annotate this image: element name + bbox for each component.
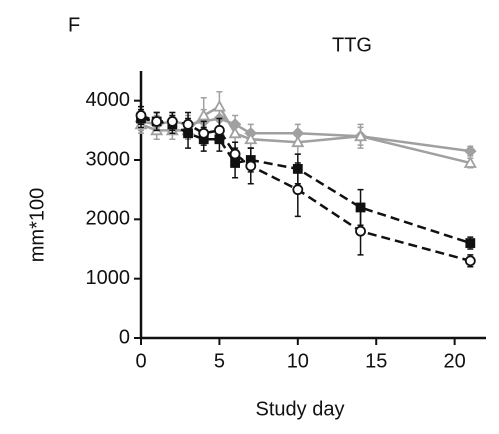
- y-tick-label: 3000: [86, 148, 131, 170]
- marker: [197, 108, 211, 121]
- y-tick-label: 4000: [86, 89, 131, 111]
- marker: [354, 129, 368, 142]
- y-tick-label: 2000: [86, 208, 131, 230]
- marker: [465, 238, 476, 248]
- x-axis-label: Study day: [256, 398, 345, 420]
- y-tick-label: 0: [119, 326, 130, 348]
- marker: [245, 160, 257, 172]
- marker: [292, 184, 304, 196]
- marker: [166, 116, 178, 127]
- x-tick-label: 5: [214, 350, 225, 372]
- panel-label: F: [68, 14, 80, 36]
- marker: [229, 148, 241, 160]
- x-tick-label: 0: [135, 350, 146, 372]
- x-tick-label: 10: [287, 350, 309, 372]
- marker: [464, 255, 476, 267]
- y-axis-label: mm*100: [26, 188, 48, 262]
- marker: [198, 127, 210, 139]
- marker: [182, 119, 194, 130]
- y-tick-label: 1000: [86, 267, 131, 289]
- marker: [291, 135, 305, 148]
- x-tick-label: 20: [444, 350, 466, 372]
- marker: [212, 99, 226, 112]
- marker: [355, 225, 366, 237]
- marker: [463, 156, 477, 168]
- marker: [464, 144, 477, 158]
- marker: [228, 126, 242, 139]
- marker: [135, 110, 147, 121]
- marker: [151, 116, 163, 127]
- chart-title: TTG: [332, 34, 372, 56]
- marker: [214, 124, 225, 136]
- series-line: [140, 117, 471, 245]
- x-tick-label: 15: [365, 350, 387, 372]
- marker: [244, 132, 258, 145]
